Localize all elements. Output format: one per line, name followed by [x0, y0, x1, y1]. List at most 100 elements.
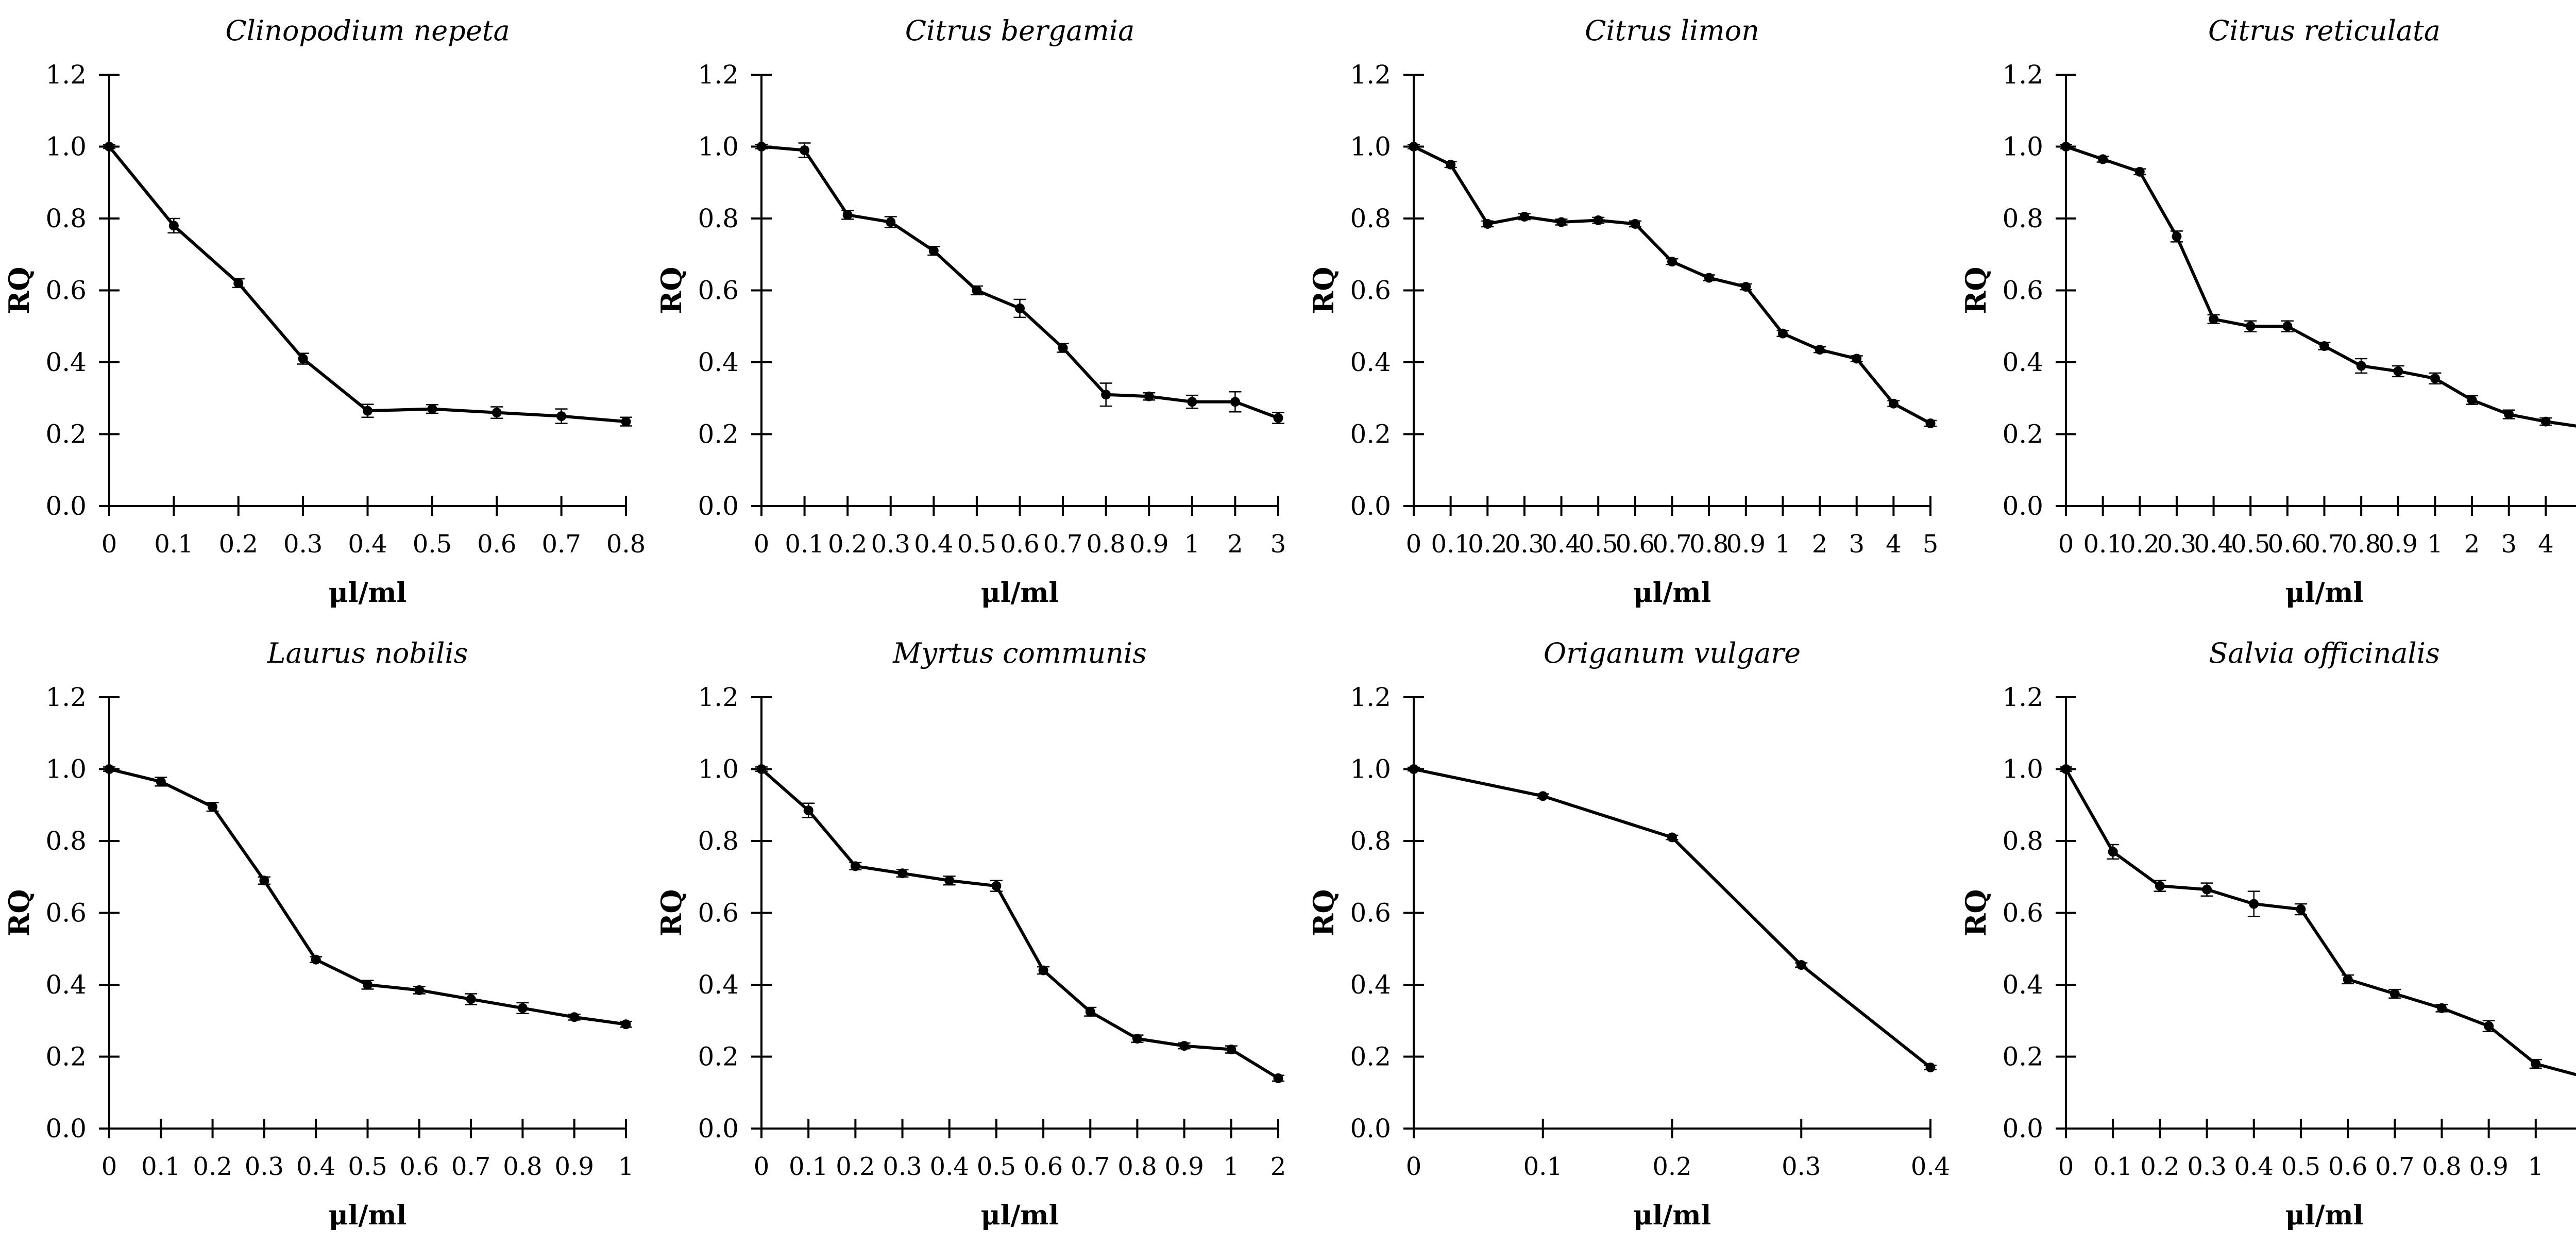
data-point [944, 876, 955, 886]
chart-clinopodium-nepeta: Clinopodium nepeta 0.0 0.2 0.4 0.6 0.8 1.0 1.2 0… [0, 0, 652, 622]
data-point [2134, 166, 2145, 177]
chart-myrtus-communis: Myrtus communis 0.0 0.2 0.4 0.6 0.8 1.0 1.2 0 0.1… [652, 622, 1304, 1245]
x-tick-label: 0.2 [2140, 1152, 2179, 1181]
data-point [2172, 231, 2182, 242]
data-line [2064, 145, 2576, 428]
data-point [1101, 390, 1111, 400]
data-point [621, 1019, 631, 1030]
data-line [2064, 767, 2576, 1076]
x-tick-label: 0.5 [413, 530, 452, 559]
x-tick-label: 0.3 [1782, 1152, 1821, 1181]
data-point [1741, 282, 1751, 292]
y-tick-label: 0.2 [45, 419, 87, 449]
data-point [1667, 832, 1677, 843]
y-tick-label: 1.0 [2002, 754, 2043, 784]
data-point [2356, 361, 2366, 371]
y-tick-label: 0.8 [45, 204, 87, 233]
chart-title: Origanum vulgare [1544, 637, 1801, 669]
data-point [1556, 217, 1567, 227]
x-tick-label: 0.5 [2281, 1152, 2320, 1181]
data-point [1815, 345, 1825, 355]
y-tick-label: 1.0 [2002, 132, 2043, 162]
data-point [2531, 1058, 2541, 1069]
x-axis-label: μl/ml [1633, 577, 1711, 609]
y-tick-label: 0.2 [698, 1042, 739, 1072]
y-tick-label: 0.0 [1350, 491, 1391, 521]
data-point [156, 777, 166, 787]
y-tick-label: 1.0 [45, 754, 87, 784]
y-tick-label: 0.4 [45, 970, 87, 1000]
data-point [2282, 321, 2293, 331]
x-tick-label: 0.4 [296, 1152, 335, 1181]
data-point [1273, 413, 1283, 423]
x-tick-label: 0.4 [1911, 1152, 1950, 1181]
y-tick-label: 0.6 [2002, 276, 2043, 306]
data-point [1593, 215, 1603, 225]
x-tick-label: 0.7 [541, 530, 581, 559]
x-tick-label: 0.8 [1117, 1152, 1157, 1181]
x-tick-label: 0.2 [1652, 1152, 1691, 1181]
y-tick-label: 1.2 [45, 682, 87, 712]
data-point [756, 142, 767, 152]
y-tick-label: 0.8 [45, 826, 87, 856]
x-tick-label: 2 [1270, 1152, 1286, 1181]
data-line [108, 145, 628, 424]
data-point [2540, 416, 2551, 427]
x-tick-label: 1 [1775, 530, 1791, 559]
chart-canvas-salvia-officinalis: Salvia officinalis 0.0 0.2 0.4 0.6 0.8 1.0 1.2 0… [1959, 637, 2576, 1231]
x-tick-label: 0.2 [2120, 530, 2159, 559]
y-tick-label: 0.4 [2002, 347, 2043, 377]
x-axis-label: μl/ml [2285, 577, 2364, 609]
y-tick-label: 0.4 [2002, 970, 2043, 1000]
y-tick-label: 0.8 [1350, 826, 1391, 856]
x-tick-label: 0 [754, 1152, 770, 1181]
y-tick-label: 1.2 [1350, 60, 1391, 90]
data-point [2467, 395, 2477, 405]
y-tick-label: 1.2 [1350, 682, 1391, 712]
x-tick-label: 2 [2575, 1152, 2576, 1181]
data-point [1179, 1041, 1190, 1051]
data-point [1230, 397, 1240, 407]
x-tick-label: 0.3 [1505, 530, 1544, 559]
data-point [2389, 988, 2400, 999]
chart-title: Citrus limon [1585, 14, 1759, 47]
x-axis-label: μl/ml [981, 1200, 1059, 1231]
data-line [1412, 767, 1932, 1069]
x-tick-label: 0 [1406, 1152, 1422, 1181]
chart-origanum-vulgare: Origanum vulgare 0.0 0.2 0.4 0.6 0.8 1.0 1.2 0 0.… [1304, 622, 1957, 1245]
x-tick-label: 0.2 [219, 530, 258, 559]
data-point [1187, 397, 1197, 407]
y-tick-label: 0.4 [698, 970, 739, 1000]
data-point [2249, 899, 2259, 909]
x-tick-label: 0.9 [2379, 530, 2418, 559]
chart-citrus-limon: Citrus limon 0.0 0.2 0.4 0.6 0.8 1.0 1.2 0 0.1 0.2… [1304, 0, 1957, 622]
data-point [1085, 1006, 1095, 1017]
chart-citrus-bergamia: Citrus bergamia 0.0 0.2 0.4 0.6 0.8 1.0 1.2 0 0.1… [652, 0, 1304, 622]
data-point [466, 994, 476, 1004]
x-tick-label: 0.6 [477, 530, 516, 559]
data-point [756, 764, 767, 774]
data-point [1038, 965, 1048, 975]
data-point [2209, 314, 2219, 324]
data-point [2296, 904, 2306, 915]
data-point [2061, 764, 2071, 774]
data-point [1925, 1062, 1936, 1072]
data-point [492, 408, 502, 418]
data-point [556, 411, 567, 422]
x-tick-label: 5 [2575, 530, 2576, 559]
x-tick-label: 0.1 [2093, 1152, 2132, 1181]
data-point [414, 985, 425, 995]
x-tick-label: 2 [1227, 530, 1243, 559]
x-tick-label: 3 [2501, 530, 2517, 559]
x-tick-label: 2 [2464, 530, 2480, 559]
x-tick-label: 0.3 [871, 530, 910, 559]
x-tick-label: 0.3 [2187, 1152, 2226, 1181]
x-tick-label: 0.3 [2157, 530, 2196, 559]
x-tick-label: 0 [2058, 1152, 2074, 1181]
x-tick-label: 0.1 [1431, 530, 1470, 559]
data-point [363, 980, 372, 990]
y-tick-label: 0.8 [2002, 204, 2043, 233]
x-tick-label: 1 [1184, 530, 1200, 559]
data-point [1226, 1045, 1236, 1055]
y-tick-label: 0.6 [698, 276, 739, 306]
